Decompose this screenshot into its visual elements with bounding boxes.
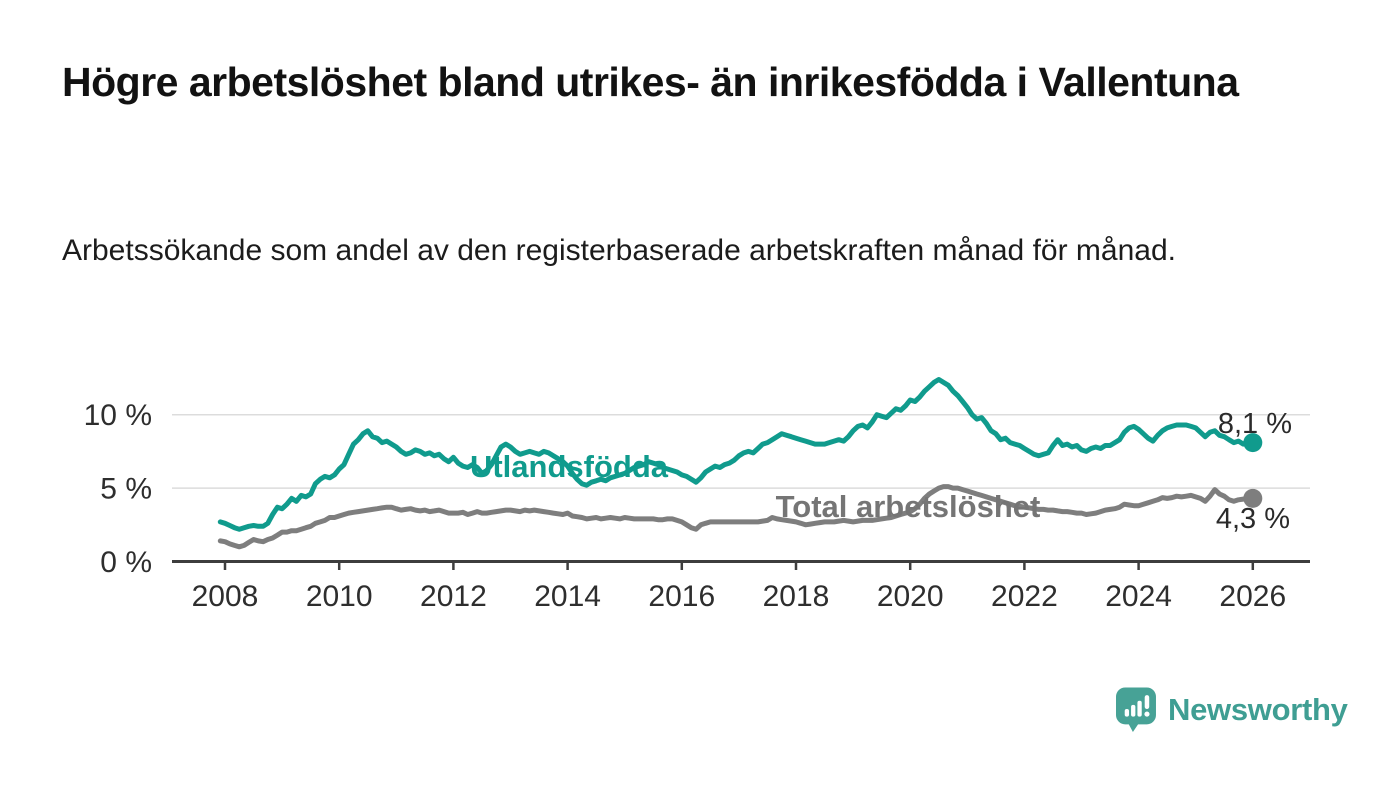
bar-3: [1137, 700, 1142, 717]
series-end-dot-utlandsfodda: [1243, 433, 1263, 453]
bar-2: [1131, 704, 1136, 717]
chart-subtitle: Arbetssökande som andel av den registerb…: [62, 234, 1176, 267]
chart-title: Högre arbetslöshet bland utrikes- än inr…: [62, 59, 1239, 105]
x-axis: [172, 560, 1310, 570]
newsworthy-logo: Newsworthy: [1116, 687, 1348, 733]
y-tick-label-10: 10 %: [84, 399, 152, 432]
end-value-label-total-arbetsloshet: 4,3 %: [1216, 503, 1290, 535]
series-label-total-arbetsloshet: Total arbetslöshet: [776, 489, 1041, 524]
end-value-label-utlandsfodda: 8,1 %: [1218, 408, 1292, 440]
bar-1: [1124, 708, 1130, 717]
exclamation-stem: [1144, 695, 1150, 709]
series-label-utlandsfodda: Utlandsfödda: [470, 449, 669, 484]
y-tick-label-0: 0 %: [100, 546, 152, 579]
newsworthy-logo-text: Newsworthy: [1168, 692, 1348, 727]
gridlines: [172, 413, 1310, 489]
speech-bubble-shape: [1116, 687, 1156, 733]
x-tick-label-2024: 2024: [1105, 580, 1172, 613]
x-tick-label-2018: 2018: [763, 580, 830, 613]
x-tick-label-2014: 2014: [534, 580, 601, 613]
series-end-dot-total-arbetsloshet: [1243, 488, 1263, 508]
data-series: [217, 377, 1263, 550]
y-tick-label-5: 5 %: [100, 473, 152, 506]
exclamation-dot: [1144, 711, 1150, 717]
x-tick-label-2022: 2022: [991, 580, 1058, 613]
x-axis-labels: 2008 2010 2012 2014 2016 2018 2020 2022 2024 2026: [192, 580, 1287, 613]
x-tick-label-2010: 2010: [306, 580, 373, 613]
x-tick-label-2008: 2008: [192, 580, 259, 613]
x-tick-label-2026: 2026: [1219, 580, 1286, 613]
x-tick-label-2012: 2012: [420, 580, 487, 613]
series-line-utlandsfodda: [217, 377, 1256, 532]
newsworthy-speech-bubble-icon: [1116, 687, 1156, 733]
x-tick-label-2020: 2020: [877, 580, 944, 613]
series-line-total-arbetsloshet: [217, 484, 1256, 550]
y-axis-labels: 0 % 5 % 10 %: [84, 399, 152, 579]
x-tick-label-2016: 2016: [648, 580, 715, 613]
